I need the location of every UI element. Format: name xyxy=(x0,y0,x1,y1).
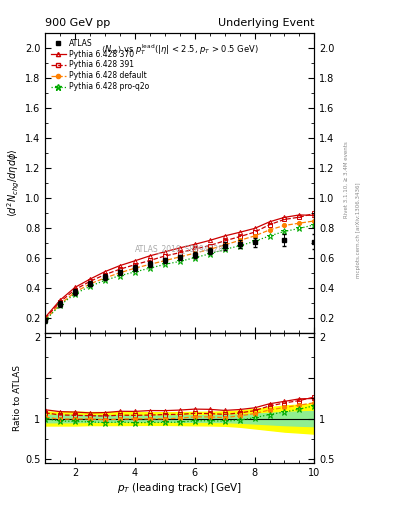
Legend: ATLAS, Pythia 6.428 370, Pythia 6.428 391, Pythia 6.428 default, Pythia 6.428 pr: ATLAS, Pythia 6.428 370, Pythia 6.428 39… xyxy=(49,37,151,93)
Text: Rivet 3.1.10, ≥ 3.4M events: Rivet 3.1.10, ≥ 3.4M events xyxy=(344,141,349,218)
Text: $\langle N_{ch}\rangle$ vs $p_T^{\rm lead}$($|\eta|$ < 2.5, $p_T$ > 0.5 GeV): $\langle N_{ch}\rangle$ vs $p_T^{\rm lea… xyxy=(101,42,259,57)
Y-axis label: Ratio to ATLAS: Ratio to ATLAS xyxy=(13,365,22,431)
Text: 900 GeV pp: 900 GeV pp xyxy=(45,18,110,28)
Text: ATLAS_2010_S8894728: ATLAS_2010_S8894728 xyxy=(135,245,224,253)
Text: mcplots.cern.ch [arXiv:1306.3436]: mcplots.cern.ch [arXiv:1306.3436] xyxy=(356,183,361,278)
Y-axis label: $\langle d^2 N_{chg}/d\eta d\phi\rangle$: $\langle d^2 N_{chg}/d\eta d\phi\rangle$ xyxy=(6,149,22,218)
Text: Underlying Event: Underlying Event xyxy=(218,18,314,28)
X-axis label: $p_T$ (leading track) [GeV]: $p_T$ (leading track) [GeV] xyxy=(118,481,242,495)
